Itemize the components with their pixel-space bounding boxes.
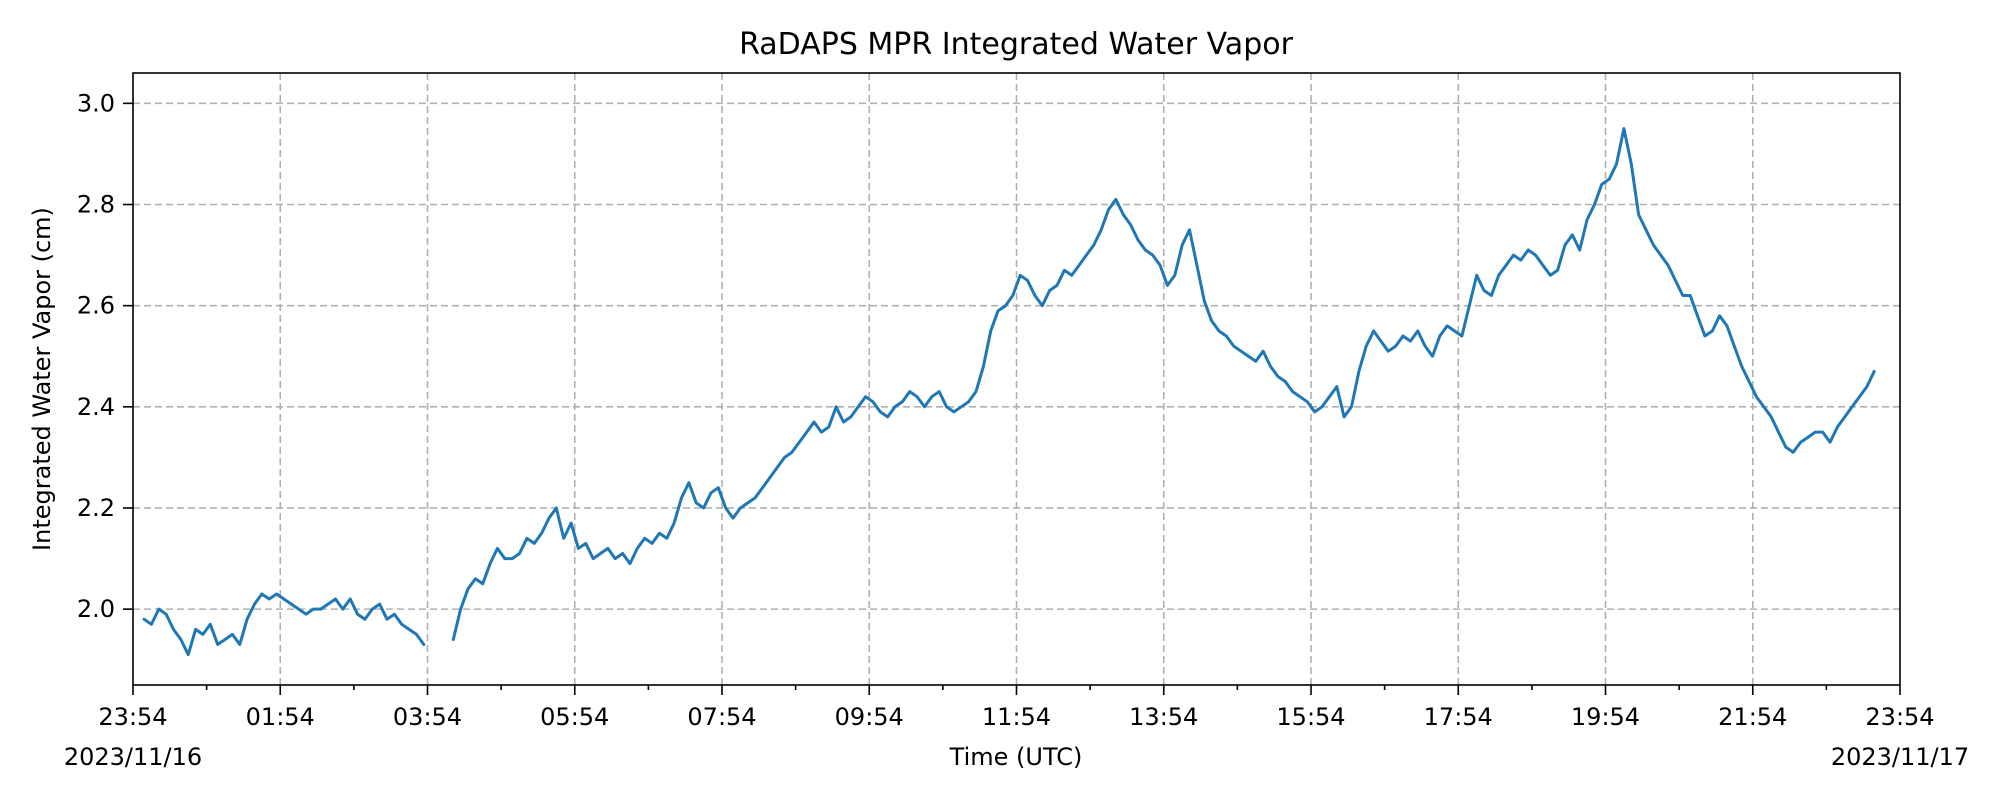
y-axis-label: Integrated Water Vapor (cm) [28,207,56,551]
x-tick-label: 03:54 [393,703,462,731]
x-tick-label: 15:54 [1276,703,1345,731]
x-tick-label: 23:54 [1865,703,1934,731]
grid-lines [133,73,1900,685]
x-tick-label: 23:54 [98,703,167,731]
series-layer [142,127,1876,657]
y-tick-label: 2.4 [77,393,115,421]
y-tick-label: 2.6 [77,292,115,320]
x-tick-label: 01:54 [246,703,315,731]
date-label-end: 2023/11/17 [1831,743,1969,771]
iwv-series-line [142,592,426,657]
iwv-series-line [451,127,1876,641]
tick-labels: 23:54 01:54 03:54 05:54 07:54 09:54 11:54 13:54… [77,89,1935,731]
x-tick-label: 07:54 [687,703,756,731]
x-axis-label: Time (UTC) [949,743,1083,771]
x-tick-label: 09:54 [835,703,904,731]
y-tick-label: 2.0 [77,595,115,623]
y-tick-label: 2.8 [77,191,115,219]
x-tick-label: 17:54 [1424,703,1493,731]
x-tick-label: 19:54 [1571,703,1640,731]
axis-ticks [123,102,1901,695]
x-tick-label: 21:54 [1718,703,1787,731]
y-tick-label: 3.0 [77,89,115,117]
chart-title: RaDAPS MPR Integrated Water Vapor [739,27,1294,62]
date-label-start: 2023/11/16 [64,743,202,771]
x-tick-label: 11:54 [982,703,1051,731]
x-tick-label: 05:54 [540,703,609,731]
y-tick-label: 2.2 [77,494,115,522]
x-tick-label: 13:54 [1129,703,1198,731]
